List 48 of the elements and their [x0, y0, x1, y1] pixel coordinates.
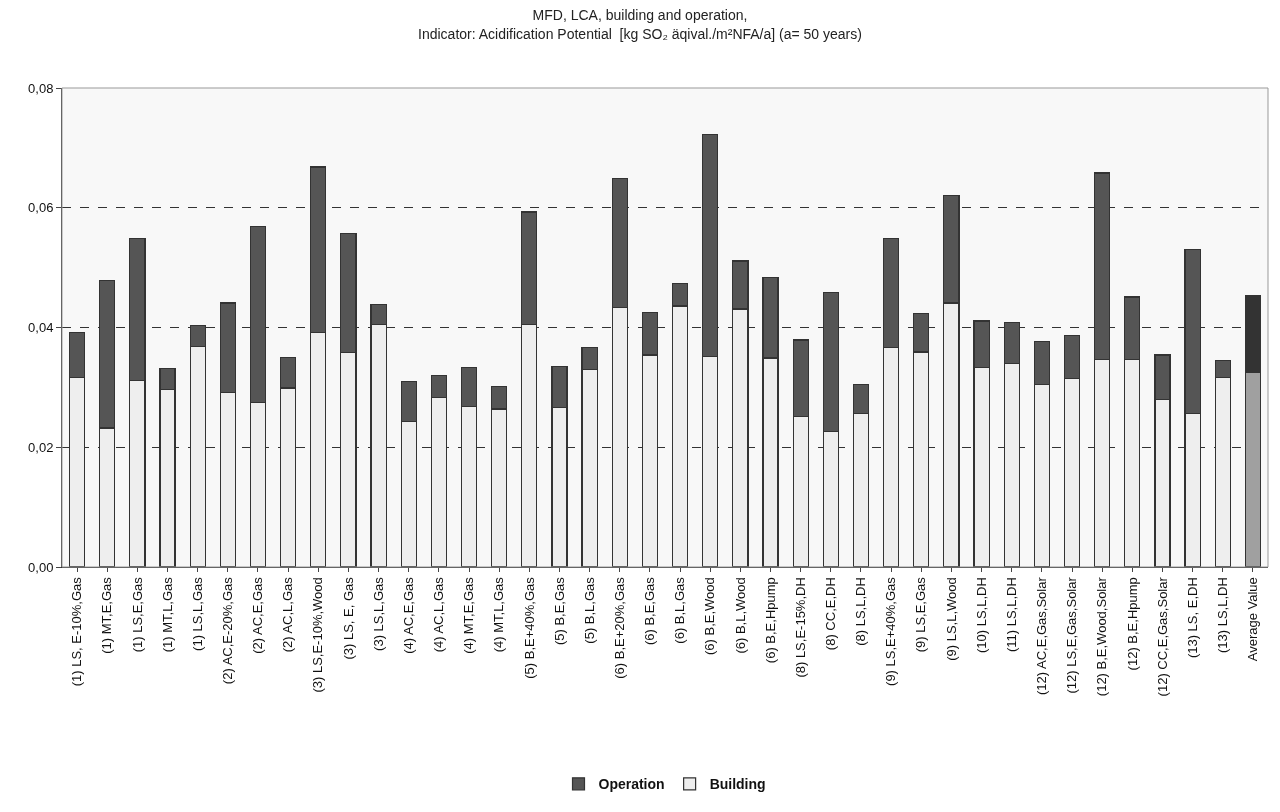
- x-tick-label: (3) LS, E, Gas: [340, 576, 356, 660]
- x-tick-label: (8) LS,L,DH: [853, 577, 869, 646]
- x-tick-label: (1) LS,E,Gas: [129, 576, 145, 653]
- x-tick-label: (8) LS,E-15%,DH: [792, 577, 808, 678]
- x-tick-label: (4) AC,E,Gas: [400, 576, 416, 654]
- x-tick-label: (1) LS,L,Gas: [189, 576, 205, 651]
- x-tick-label: (12) B,E,Wood,Solar: [1094, 576, 1110, 697]
- x-tick-label: (13) LS, E,DH: [1184, 577, 1200, 659]
- x-tick-label: (6) B,E+20%,Gas: [612, 576, 628, 679]
- x-tick-label: (1) MT,L,Gas: [159, 576, 175, 653]
- y-tick-label: 0,00: [28, 559, 54, 575]
- x-tick-label: (12) AC,E,Gas,Solar: [1034, 576, 1050, 695]
- legend-label: Operation: [598, 776, 665, 793]
- x-tick-label: (4) AC,L,Gas: [431, 576, 447, 653]
- x-tick-label: (9) LS,L,Wood: [943, 577, 959, 661]
- x-tick-label: (9) LS,E,Gas: [913, 576, 929, 653]
- x-tick-label: (11) LS,L,DH: [1003, 577, 1019, 653]
- x-tick-label: (5) B,E,Gas: [551, 576, 567, 646]
- legend-label: Building: [709, 776, 766, 793]
- x-tick-label: (12) CC,E,Gas,Solar: [1154, 576, 1170, 697]
- x-tick-label: (6) B,E,Hpump: [762, 577, 778, 664]
- x-tick-label: (1) LS, E-10%,Gas: [69, 576, 85, 687]
- x-tick-label: (5) B,E+40%,Gas: [521, 576, 537, 679]
- x-tick-label: (6) B,L,Wood: [732, 577, 748, 654]
- x-tick-label: (6) B,E,Gas: [642, 576, 658, 646]
- x-tick-label: (3) LS,L,Gas: [370, 576, 386, 651]
- x-tick-label: (4) MT,L,Gas: [491, 576, 507, 653]
- x-tick-label: (4) MT,E,Gas: [461, 576, 477, 654]
- x-tick-label: (8) CC,E,DH: [823, 577, 839, 651]
- x-tick-label: (12) B,E,Hpump: [1124, 577, 1140, 671]
- x-tick-label: (10) LS,L,DH: [973, 577, 989, 654]
- x-tick-label: (12) LS,E,Gas,Solar: [1064, 576, 1080, 694]
- chart-title: MFD, LCA, building and operation, Indicator: Acidification Potential [kg SO₂ äqival./m²NFA/a] (a= 50 years): [418, 7, 862, 42]
- x-tick-label: (9) LS,E+40%,Gas: [883, 576, 899, 686]
- x-tick-label: (2) AC,E-20%,Gas: [220, 576, 236, 685]
- x-tick-label: (13) LS,L,DH: [1215, 577, 1231, 654]
- x-tick-label: Average Value: [1245, 577, 1261, 662]
- x-tick-label: (6) B,E,Wood: [702, 577, 718, 655]
- x-tick-label: (3) LS,E-10%,Wood: [310, 577, 326, 693]
- x-tick-label: (5) B,L,Gas: [581, 576, 597, 644]
- x-tick-label: (2) AC,L,Gas: [280, 576, 296, 653]
- y-tick-label: 0,06: [28, 200, 54, 216]
- y-tick-label: 0,04: [28, 320, 54, 336]
- x-tick-label: (1) MT,E,Gas: [99, 576, 115, 654]
- x-tick-label: (2) AC,E,Gas: [250, 576, 266, 654]
- y-tick-label: 0,02: [28, 439, 54, 455]
- x-tick-label: (6) B,L,Gas: [672, 576, 688, 644]
- y-tick-label: 0,08: [28, 80, 54, 96]
